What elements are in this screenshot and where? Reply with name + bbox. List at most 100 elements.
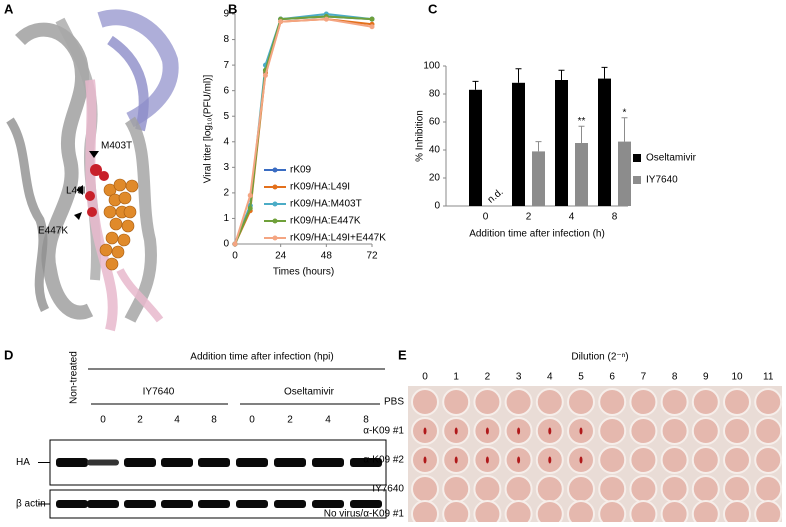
series-point [247, 205, 253, 211]
error-bar [558, 69, 565, 80]
well [598, 500, 627, 527]
series-point [262, 72, 268, 78]
band [87, 459, 119, 466]
plate-bg [408, 386, 782, 522]
mutation-label: M403T [101, 141, 132, 152]
series-line [234, 15, 373, 245]
well [691, 446, 720, 474]
y-tick-label: 0 [434, 201, 440, 212]
well [567, 500, 595, 527]
time-label: 8 [211, 415, 217, 426]
well [473, 475, 502, 503]
series-line [234, 15, 373, 245]
well [598, 446, 627, 474]
column-label: 8 [672, 372, 678, 383]
time-label: 2 [287, 415, 293, 426]
time-label: 0 [100, 415, 106, 426]
plate-title: Dilution (2⁻ⁿ) [571, 352, 628, 363]
row-label: HA [16, 457, 30, 468]
time-label: 2 [137, 415, 143, 426]
y-tick-label: 40 [429, 145, 441, 156]
legend-marker [272, 218, 278, 224]
row-label: No virus/α-K09 #1 [324, 509, 405, 520]
well [629, 417, 658, 445]
error-bar [515, 68, 522, 83]
column-label: 7 [641, 372, 647, 383]
bar [575, 143, 588, 206]
well [660, 500, 689, 527]
well-pellet [579, 456, 583, 464]
well-pellet [423, 427, 427, 435]
significance-mark: ** [578, 116, 586, 127]
well [504, 500, 533, 527]
well [629, 500, 658, 527]
bar [618, 141, 631, 206]
series-line [234, 18, 373, 245]
well [660, 388, 689, 416]
panel-letter: B [228, 1, 237, 16]
time-label: 4 [174, 415, 180, 426]
y-tick-label: 100 [423, 61, 440, 72]
mutation-label: E447K [38, 226, 68, 237]
column-label: 1 [453, 372, 459, 383]
well [535, 500, 564, 527]
well-pellet [548, 427, 552, 435]
band [236, 458, 268, 467]
column-label: 0 [422, 372, 428, 383]
row-label: α-K09 #1 [363, 426, 404, 437]
panel-letter: D [4, 347, 13, 362]
well [442, 475, 471, 503]
row-label: PBS [384, 397, 404, 408]
column-label: 3 [516, 372, 522, 383]
band [274, 500, 306, 508]
legend-label: rK09 [290, 165, 312, 176]
well [691, 417, 720, 445]
well [567, 388, 595, 416]
well-pellet [454, 427, 458, 435]
well [754, 475, 783, 503]
legend-swatch [633, 176, 641, 184]
time-label: 0 [249, 415, 255, 426]
well [660, 446, 689, 474]
y-tick-label: 8 [223, 34, 229, 45]
well-pellet [423, 456, 427, 464]
x-tick-label: 48 [321, 251, 333, 262]
mutation-label: L49I [66, 186, 85, 197]
column-label: 2 [485, 372, 491, 383]
column-label: 4 [547, 372, 553, 383]
well-pellet [454, 456, 458, 464]
band [312, 500, 344, 508]
band [350, 500, 382, 508]
well [442, 388, 471, 416]
y-tick-label: 60 [429, 117, 441, 128]
well [504, 475, 533, 503]
band [56, 500, 88, 508]
well [535, 388, 564, 416]
time-label: 8 [363, 415, 369, 426]
y-tick-label: 6 [223, 85, 229, 96]
well [411, 388, 439, 416]
y-tick-label: 2 [223, 188, 229, 199]
well [723, 417, 751, 445]
x-tick-label: 0 [483, 212, 489, 223]
y-tick-label: 3 [223, 162, 229, 173]
well [598, 475, 627, 503]
band [312, 458, 344, 467]
y-tick-label: 5 [223, 111, 229, 122]
panel-letter: A [4, 1, 14, 16]
column-label: 9 [703, 372, 709, 383]
group-label: Oseltamivir [284, 387, 335, 398]
x-tick-label: 0 [232, 251, 238, 262]
y-tick-label: 1 [223, 213, 229, 224]
band [236, 500, 268, 508]
well [567, 475, 595, 503]
well [723, 446, 751, 474]
legend-marker [272, 184, 278, 190]
error-bar [472, 80, 479, 90]
legend-label: IY7640 [646, 175, 678, 186]
band [274, 458, 306, 467]
well [691, 500, 720, 527]
well [723, 500, 751, 527]
legend-marker [272, 201, 278, 207]
